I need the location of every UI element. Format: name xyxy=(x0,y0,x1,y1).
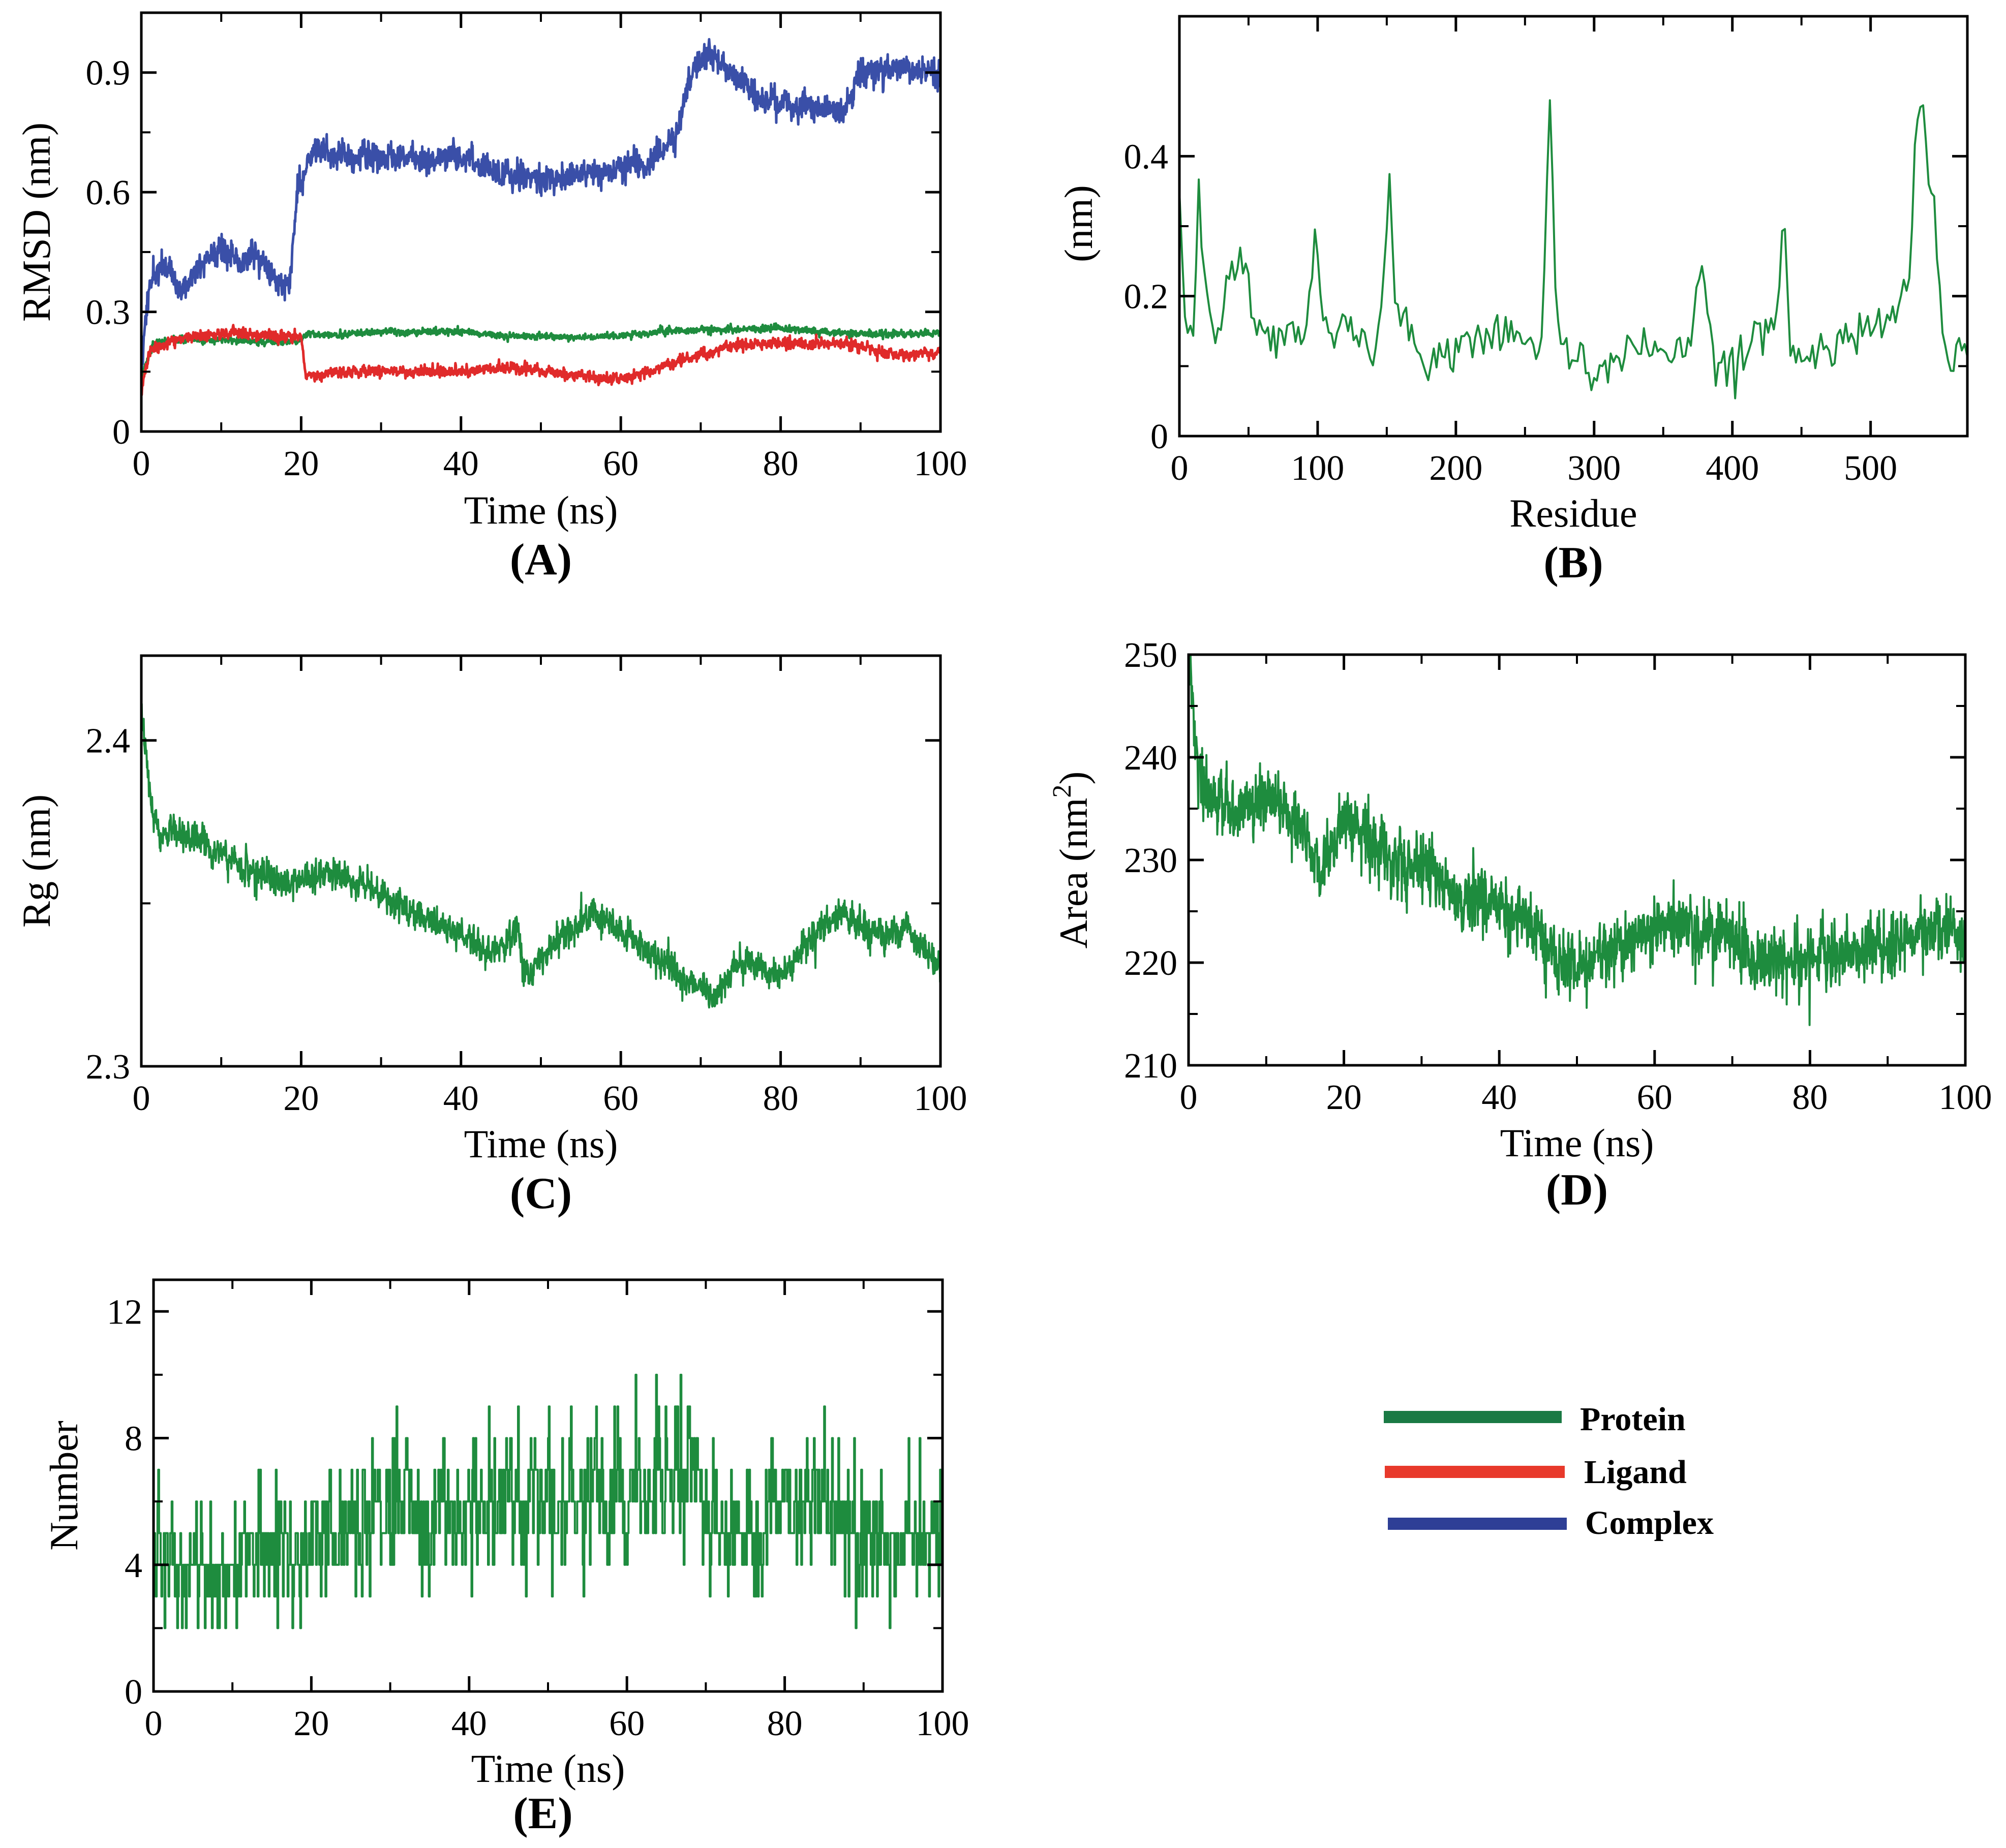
panel-d-xtick-label: 100 xyxy=(1939,1078,1992,1117)
panel-a-series-protein xyxy=(140,322,942,379)
panel-a-xtick-label: 40 xyxy=(443,444,479,483)
panel-c-xtick-label: 60 xyxy=(603,1079,639,1118)
panel-a-series-ligand xyxy=(140,324,942,396)
panel-b-xtick-label: 500 xyxy=(1844,449,1897,488)
panel-d-series-protein xyxy=(1188,654,1966,1026)
legend-label-protein: Protein xyxy=(1580,1401,1686,1438)
panel-b-xtick-label: 0 xyxy=(1171,449,1189,488)
panel-b-xtick-label: 100 xyxy=(1291,449,1344,488)
panel-e-ytick-label: 0 xyxy=(125,1673,142,1712)
panel-d-ylabel-sup: 2 xyxy=(1048,785,1077,798)
panel-e-ylabel: Number xyxy=(42,1421,86,1551)
panel-e-xtick-label: 60 xyxy=(609,1704,645,1743)
panel-e-frame xyxy=(152,1278,944,1693)
panel-e-xtick-label: 20 xyxy=(293,1704,329,1743)
panel-b-ytick-label: 0.4 xyxy=(1124,137,1169,176)
panel-d-xlabel: Time (ns) xyxy=(1500,1121,1654,1165)
legend-swatch-protein xyxy=(1384,1411,1562,1423)
panel-d-xtick-label: 0 xyxy=(1180,1078,1198,1117)
panel-c-xtick-label: 100 xyxy=(914,1079,967,1118)
panel-b-xtick-label: 300 xyxy=(1567,449,1621,488)
panel-b-ylabel: (nm) xyxy=(1056,185,1101,262)
panel-c-ylabel: Rg (nm) xyxy=(14,794,58,928)
panel-c-xtick-label: 40 xyxy=(443,1079,479,1118)
panel-c-xtick-label: 0 xyxy=(133,1079,150,1118)
panel-c-rg: 0 20 40 60 80 100 2.3 2.4 Time (ns) Rg (nm) (C) xyxy=(14,654,967,1218)
panel-a-ytick-label: 0.6 xyxy=(86,173,131,212)
panel-d-ytick-label: 230 xyxy=(1124,841,1177,880)
legend-swatch-complex xyxy=(1388,1518,1567,1530)
legend-label-complex: Complex xyxy=(1585,1504,1714,1542)
panel-e-series-protein xyxy=(153,1373,943,1629)
panel-b-frame xyxy=(1178,15,1969,438)
panel-a-xtick-label: 0 xyxy=(133,444,150,483)
panel-e-ytick-label: 4 xyxy=(125,1546,142,1585)
panel-a-ytick-label: 0 xyxy=(112,413,130,452)
panel-d-plot-layer: 0 20 40 60 80 100 210 220 230 240 250 xyxy=(1124,636,1992,1117)
panel-d-xtick-label: 80 xyxy=(1792,1078,1828,1117)
panel-b-xtick-label: 200 xyxy=(1429,449,1482,488)
panel-e-hbonds: 0 20 40 60 80 100 0 4 8 12 Time (ns) Number (E) xyxy=(42,1278,969,1838)
panel-b-plot-layer: 0 100 200 300 400 500 0 0.2 0.4 xyxy=(1124,16,1968,488)
panel-a-xlabel: Time (ns) xyxy=(464,488,618,532)
panel-b-series-protein xyxy=(1178,99,1968,399)
panel-e-xtick-label: 40 xyxy=(451,1704,487,1743)
panel-d-ytick-label: 250 xyxy=(1124,636,1177,675)
legend-item-ligand: Ligand xyxy=(1385,1454,1687,1491)
legend-item-protein: Protein xyxy=(1384,1401,1686,1438)
panel-b-xlabel: Residue xyxy=(1509,491,1637,535)
panel-e-ytick-label: 8 xyxy=(125,1420,142,1459)
panel-c-xtick-label: 80 xyxy=(763,1079,799,1118)
panel-e-plot-layer: 0 20 40 60 80 100 0 4 8 12 xyxy=(107,1280,969,1743)
panel-d-ytick-label: 210 xyxy=(1124,1046,1177,1086)
panel-a-xtick-label: 80 xyxy=(763,444,799,483)
panel-c-label: (C) xyxy=(510,1169,572,1218)
panel-e-xlabel: Time (ns) xyxy=(471,1746,625,1791)
panel-d-ylabel-close: ) xyxy=(1051,772,1096,785)
panel-c-xlabel: Time (ns) xyxy=(464,1122,618,1166)
panel-a-label: (A) xyxy=(510,535,572,584)
panel-b-rmsf: 0 100 200 300 400 500 0 0.2 0.4 Residue (nm) (B) xyxy=(1056,15,1969,588)
panel-c-xtick-label: 20 xyxy=(283,1079,319,1118)
legend-item-complex: Complex xyxy=(1388,1504,1714,1542)
panel-d-sasa: 0 20 40 60 80 100 210 220 230 240 250 Time (ns) Ar… xyxy=(1048,636,1992,1215)
panel-b-ytick-label: 0.2 xyxy=(1124,278,1169,317)
panel-c-frame xyxy=(140,654,942,1068)
panel-a-frame xyxy=(140,11,942,433)
panel-a-ytick-label: 0.3 xyxy=(86,293,131,332)
panel-d-ylabel-main: Area (nm xyxy=(1051,798,1096,949)
panel-d-label: (D) xyxy=(1546,1165,1608,1215)
legend-swatch-ligand xyxy=(1385,1466,1565,1478)
panel-a-series-complex xyxy=(140,38,942,371)
panel-a-plot-layer: 0 20 40 60 80 100 0 0.3 0.6 0.9 xyxy=(86,13,967,483)
panel-d-xtick-label: 40 xyxy=(1481,1078,1517,1117)
panel-b-label: (B) xyxy=(1543,538,1603,588)
panel-b-ytick-label: 0 xyxy=(1150,417,1168,456)
panel-e-xtick-label: 100 xyxy=(916,1704,969,1743)
panel-d-ylabel: Area (nm2) xyxy=(1048,772,1096,949)
panel-c-ytick-label: 2.4 xyxy=(86,722,131,761)
legend: Protein Ligand Complex xyxy=(1384,1401,1714,1542)
panel-d-frame xyxy=(1187,653,1967,1067)
panel-a-ytick-label: 0.9 xyxy=(86,54,131,93)
panel-e-ytick-label: 12 xyxy=(107,1292,142,1332)
panel-c-plot-layer: 0 20 40 60 80 100 2.3 2.4 xyxy=(86,656,967,1118)
panel-a-ylabel: RMSD (nm) xyxy=(14,122,58,322)
panel-a-xtick-label: 60 xyxy=(603,444,639,483)
panel-d-xtick-label: 60 xyxy=(1637,1078,1673,1117)
panel-e-xtick-label: 0 xyxy=(145,1704,163,1743)
panel-c-ytick-label: 2.3 xyxy=(86,1048,131,1087)
panel-c-series-protein xyxy=(140,703,941,1009)
panel-d-xtick-label: 20 xyxy=(1326,1078,1362,1117)
panel-e-xtick-label: 80 xyxy=(767,1704,803,1743)
panel-d-ytick-label: 240 xyxy=(1124,738,1177,778)
legend-label-ligand: Ligand xyxy=(1584,1454,1687,1491)
panel-a-rmsd: 0 20 40 60 80 100 0 0.3 0.6 0.9 Time (ns) RMSD (n… xyxy=(14,11,967,584)
panel-e-label: (E) xyxy=(513,1789,572,1838)
panel-d-ytick-label: 220 xyxy=(1124,944,1177,983)
panel-a-xtick-label: 100 xyxy=(914,444,967,483)
panel-b-xtick-label: 400 xyxy=(1706,449,1759,488)
panel-a-xtick-label: 20 xyxy=(283,444,319,483)
